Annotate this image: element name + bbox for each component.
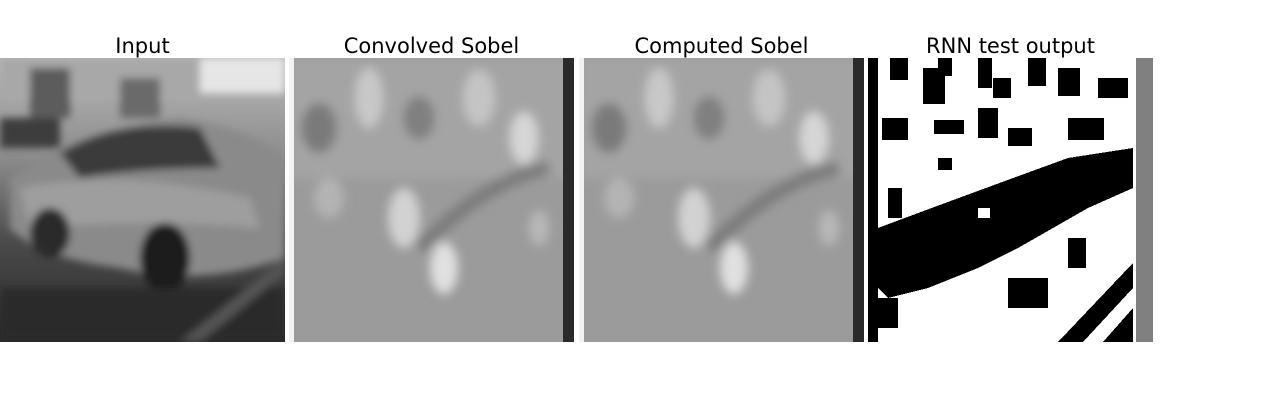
computed-sobel-image — [579, 58, 864, 342]
rnn-output-image — [868, 58, 1153, 342]
panel-title: Input — [115, 34, 170, 58]
panel-input: Input — [0, 0, 285, 342]
panel-title: Computed Sobel — [634, 34, 809, 58]
panel-title: RNN test output — [926, 34, 1095, 58]
convolved-sobel-image — [289, 58, 574, 342]
panel-computed-sobel: Computed Sobel — [579, 0, 864, 342]
input-image — [0, 58, 285, 342]
panel-title: Convolved Sobel — [343, 34, 520, 58]
panel-convolved-sobel: Convolved Sobel — [289, 0, 574, 342]
panel-rnn-test-output: RNN test output — [868, 0, 1153, 342]
